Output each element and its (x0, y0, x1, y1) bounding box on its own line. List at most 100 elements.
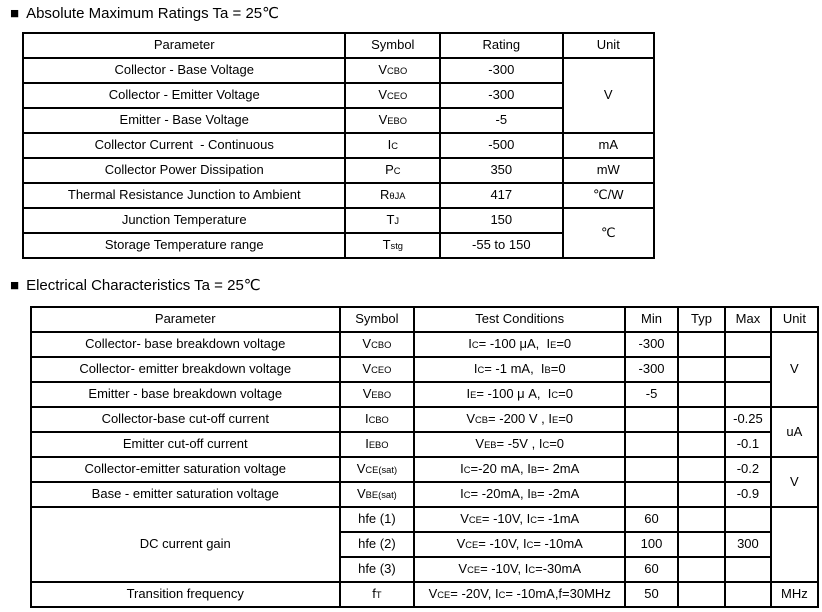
table-cell: Collector- base breakdown voltage (30, 331, 341, 358)
table-cell: 100 (624, 531, 679, 558)
table-cell: VEB= -5V , IC=0 (413, 431, 627, 458)
table-cell: IC=-20 mA, IB=- 2mA (413, 456, 627, 483)
subscript-text: θJA (389, 191, 406, 202)
subscript-text: CE(sat) (365, 465, 398, 476)
table-cell: uA (769, 406, 820, 458)
column-header: Unit (561, 32, 655, 59)
subscript-text: C (391, 141, 398, 152)
table-cell: -0.25 (724, 406, 772, 433)
table-row: Base - emitter saturation voltage VBE(sat… (30, 481, 818, 508)
table-row: hfe (2) VCE= -10V, IC= -10mA 100 300 (31, 531, 818, 558)
table-cell: hfe (3) (338, 556, 416, 583)
column-header: Test Conditions (413, 306, 627, 333)
subscript-text: E (550, 340, 557, 351)
column-header: Symbol (344, 32, 442, 59)
section-title: Electrical Characteristics Ta = 25℃ (26, 277, 261, 294)
table-cell: V (561, 57, 655, 134)
table-cell (724, 556, 772, 583)
table-cell: 150 (439, 207, 564, 234)
data-table: Parameter Symbol Test Conditions Min Typ Max U… (30, 306, 820, 608)
table-cell: VEBO (344, 107, 442, 134)
table-cell (724, 381, 772, 408)
subscript-text: CEO (386, 91, 408, 102)
table-cell: -5 (439, 107, 564, 134)
table-cell: 417 (439, 182, 564, 209)
table-cell (676, 581, 727, 608)
table-cell: V (769, 331, 820, 408)
table-cell: -500 (439, 132, 564, 159)
subscript-text: CE (437, 590, 451, 601)
table-cell: Collector Power Dissipation (21, 157, 347, 184)
table-cell: Collector Current - Continuous (21, 132, 347, 159)
table-cell: IEBO (338, 431, 416, 458)
subscript-text: C (542, 440, 550, 451)
subscript-text: J (394, 216, 400, 227)
table-row: Thermal Resistance Junction to Ambient Rθ… (21, 182, 655, 209)
table-cell: 300 (724, 531, 772, 558)
square-bullet-icon: ■ (10, 4, 20, 22)
table-row: Collector-base cut-off current ICBO VCB= -… (30, 406, 820, 458)
subscript-text: C (526, 540, 534, 551)
table-cell: ℃ (561, 207, 655, 259)
table-cell (724, 356, 772, 383)
subscript-text: C (463, 465, 471, 476)
table-row: Emitter - Base Voltage VEBO -5 (21, 107, 654, 134)
table-row: Collector Current - Continuous IC -500 mA (21, 132, 655, 159)
table-cell (676, 431, 727, 458)
table-cell: VCE= -10V, IC= -10mA (413, 531, 627, 558)
table-cell: fT (338, 581, 416, 608)
table-cell: VEBO (338, 381, 416, 408)
subscript-text: C (498, 590, 506, 601)
subscript-text: C (477, 365, 485, 376)
table-cell: Tstg (344, 232, 442, 259)
subscript-text: CEO (371, 365, 392, 376)
table-cell (769, 506, 820, 583)
table-cell: Collector- emitter breakdown voltage (30, 356, 341, 383)
table-cell: mA (561, 132, 655, 159)
table-cell: VCE= -10V, IC=-30mA (413, 556, 627, 583)
table-cell (676, 481, 727, 508)
subscript-text: CE (468, 515, 482, 526)
table-cell: VCBO (344, 57, 442, 84)
table-row: Storage Temperature range Tstg -55 to 150 (21, 232, 654, 259)
table-row: Collector- emitter breakdown voltage VCEO… (30, 356, 818, 383)
table-cell: RθJA (344, 182, 442, 209)
table-row: hfe (3) VCE= -10V, IC=-30mA 60 (31, 556, 818, 583)
subscript-text: C (551, 390, 559, 401)
table-cell: ℃/W (561, 182, 655, 209)
column-header: Min (624, 306, 679, 333)
table-cell (676, 456, 727, 483)
subscript-text: EB (484, 440, 497, 451)
table-cell: -300 (624, 356, 679, 383)
column-header: Parameter (21, 32, 347, 59)
table-cell: IC= -20mA, IB= -2mA (413, 481, 627, 508)
subscript-text: CBO (368, 415, 389, 426)
table-cell (676, 381, 727, 408)
table-cell (724, 506, 772, 533)
table-cell: Collector - Emitter Voltage (21, 82, 347, 109)
table-cell: VCE(sat) (338, 456, 416, 483)
table-cell: Transition frequency (30, 581, 341, 608)
table-cell: PC (344, 157, 442, 184)
subscript-text: C (528, 565, 536, 576)
table-cell (624, 456, 679, 483)
table-cell (676, 556, 727, 583)
table-cell: IC= -100 μA, IE=0 (413, 331, 627, 358)
table-cell (676, 331, 727, 358)
table-cell: mW (561, 157, 655, 184)
subscript-text: CE (465, 540, 479, 551)
table-cell: MHz (769, 581, 820, 608)
subscript-text: E (470, 390, 477, 401)
table-row: DC current gain hfe (1) VCE= -10V, IC= -1m… (30, 506, 820, 583)
table-cell: hfe (1) (338, 506, 416, 533)
table-cell: -55 to 150 (439, 232, 564, 259)
table-row: Collector- base breakdown voltage VCBO IC=… (30, 331, 820, 408)
table-cell: IC= -1 mA, IB=0 (413, 356, 627, 383)
subscript-text: EBO (368, 440, 389, 451)
subscript-text: B (530, 465, 538, 476)
subscript-text: CB (475, 415, 489, 426)
table-cell: -0.1 (724, 431, 772, 458)
subscript-text: E (551, 415, 559, 426)
table-cell: VCE= -20V, IC= -10mA,f=30MHz (413, 581, 627, 608)
table-cell: Emitter - Base Voltage (21, 107, 347, 134)
